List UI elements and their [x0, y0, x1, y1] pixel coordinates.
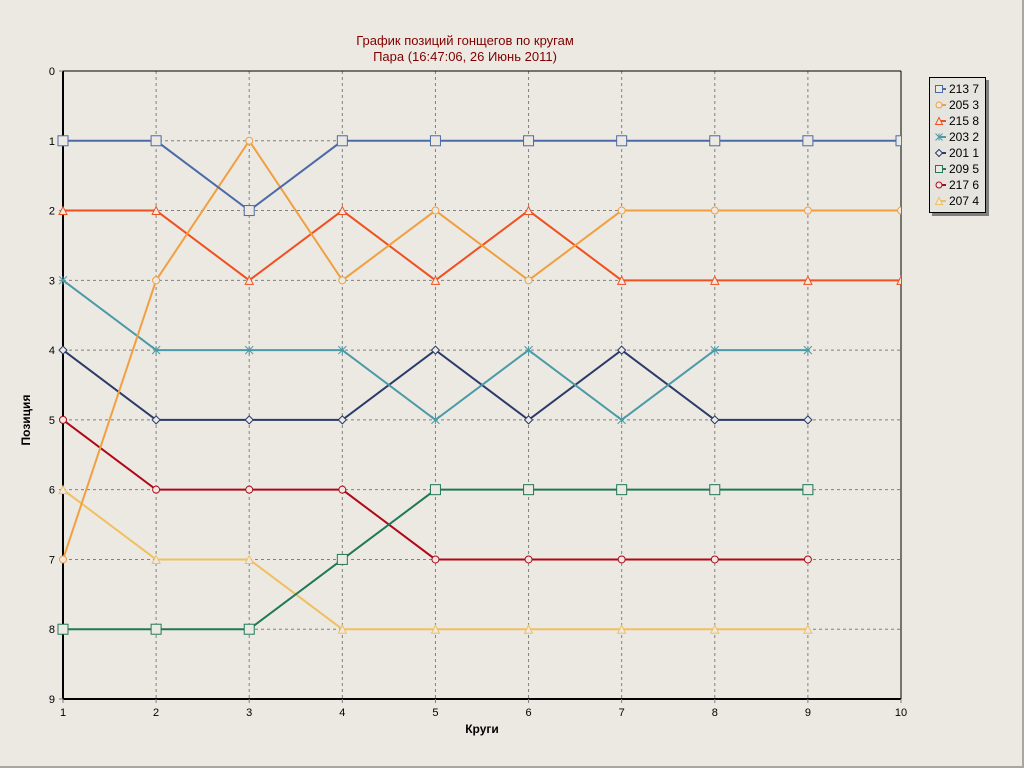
series-213-7 [57, 135, 901, 217]
legend-item: 209 5 [930, 161, 985, 177]
y-tick-label: 5 [49, 415, 55, 427]
legend-label: 203 2 [949, 130, 980, 144]
y-tick-label: 8 [49, 624, 55, 636]
x-tick-label: 6 [525, 707, 531, 719]
x-tick-label: 3 [246, 707, 252, 719]
y-tick-label: 6 [49, 485, 55, 497]
x-tick-label: 4 [339, 707, 345, 719]
series-203-2 [58, 275, 813, 425]
y-tick-label: 0 [49, 66, 55, 78]
legend-label: 209 5 [949, 162, 980, 176]
x-tick-label: 7 [619, 707, 625, 719]
legend: 213 7 205 3 215 8 203 2 201 1 209 5 217 6 207 4 [929, 77, 986, 213]
star-marker-icon [935, 133, 946, 141]
x-tick-label: 9 [805, 707, 811, 719]
series-201-1 [58, 345, 813, 425]
legend-label: 215 8 [949, 114, 980, 128]
y-tick-label: 4 [49, 345, 55, 357]
legend-item: 201 1 [930, 145, 985, 161]
y-tick-label: 9 [49, 694, 55, 706]
circle-marker-icon [935, 181, 946, 189]
y-tick-label: 3 [49, 275, 55, 287]
x-tick-label: 10 [895, 707, 907, 719]
legend-item: 207 4 [930, 193, 985, 209]
series-207-4 [58, 484, 813, 634]
diamond-marker-icon [934, 148, 946, 158]
square-marker-icon [935, 165, 946, 173]
chart-title: График позиций гонщегов по кругам [356, 33, 574, 48]
legend-label: 207 4 [949, 194, 980, 208]
legend-item: 203 2 [930, 129, 985, 145]
series-205-3 [59, 136, 901, 564]
triangle-marker-icon [934, 116, 946, 125]
x-tick-label: 5 [432, 707, 438, 719]
y-tick-label: 2 [49, 206, 55, 218]
x-axis-label: Круги [465, 722, 499, 736]
triangle-marker-icon [934, 196, 946, 205]
x-tick-label: 2 [153, 707, 159, 719]
y-tick-label: 7 [49, 554, 55, 566]
legend-item: 215 8 [930, 113, 985, 129]
x-tick-label: 1 [60, 707, 66, 719]
y-tick-label: 1 [49, 136, 55, 148]
series-209-5 [57, 484, 814, 635]
x-tick-label: 8 [712, 707, 718, 719]
legend-label: 213 7 [949, 82, 980, 96]
chart-subtitle: Пара (16:47:06, 26 Июнь 2011) [373, 49, 557, 64]
legend-label: 217 6 [949, 178, 980, 192]
legend-label: 205 3 [949, 98, 980, 112]
legend-item: 213 7 [930, 81, 985, 97]
series-217-6 [59, 415, 812, 564]
square-marker-icon [935, 85, 946, 93]
legend-label: 201 1 [949, 146, 980, 160]
legend-item: 205 3 [930, 97, 985, 113]
circle-marker-icon [935, 101, 946, 109]
legend-item: 217 6 [930, 177, 985, 193]
